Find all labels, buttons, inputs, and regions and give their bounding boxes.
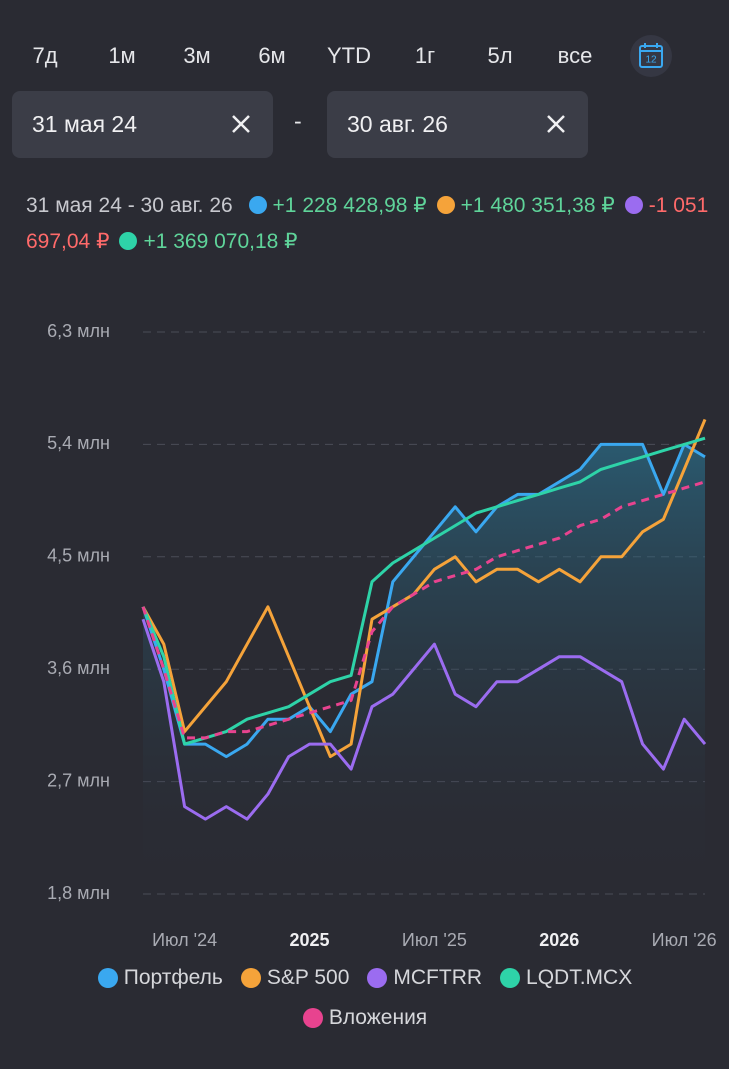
- x-tick-label: Июл '24: [152, 930, 217, 950]
- y-tick-label: 1,8 млн: [47, 883, 110, 903]
- legend-dot: [367, 968, 388, 988]
- legend-label: S&P 500: [266, 966, 350, 989]
- summary-dot: [624, 196, 643, 214]
- summary-dot: [436, 196, 455, 214]
- series-line: [141, 618, 707, 821]
- legend: Портфель S&P 500 MCFTRR LQDT.MCX Вложения: [20, 962, 710, 1034]
- area: [143, 444, 705, 894]
- summary-value: +1 480 351,38 ₽: [460, 194, 615, 217]
- summary-value: +1 369 070,18 ₽: [143, 230, 298, 253]
- y-tick-label: 3,6 млн: [47, 658, 110, 678]
- series-line: [141, 436, 706, 746]
- y-tick-label: 6,3 млн: [47, 321, 110, 341]
- legend-label: Вложения: [328, 1006, 428, 1029]
- clear-icon[interactable]: [231, 114, 251, 134]
- period-button[interactable]: 6м: [258, 43, 286, 68]
- summary-value: -1 051 697,04 ₽: [26, 194, 709, 253]
- period-button[interactable]: 1г: [414, 43, 436, 68]
- legend-dot: [302, 1008, 323, 1028]
- summary-dot: [248, 196, 267, 214]
- legend-item[interactable]: MCFTRR: [367, 962, 482, 994]
- date-from-input[interactable]: 31 мая 24: [12, 91, 273, 158]
- series-line: [141, 480, 706, 740]
- summary: 31 мая 24 - 30 авг. 26 +1 228 428,98 ₽ +1…: [26, 188, 716, 260]
- date-to-input[interactable]: 30 авг. 26: [327, 91, 588, 158]
- period-button[interactable]: все: [557, 43, 593, 68]
- calendar-icon: 12: [639, 43, 663, 68]
- legend-label: Портфель: [123, 966, 223, 989]
- x-tick-label: 2025: [289, 930, 329, 950]
- legend-item[interactable]: S&P 500: [240, 962, 350, 994]
- y-tick-label: 5,4 млн: [47, 433, 110, 453]
- legend-dot: [500, 968, 521, 988]
- period-button[interactable]: 1м: [108, 43, 136, 68]
- period-button[interactable]: 7д: [32, 43, 58, 68]
- period-button[interactable]: 5л: [487, 43, 513, 68]
- legend-dot: [240, 968, 261, 988]
- legend-label: MCFTRR: [393, 966, 483, 989]
- x-tick-label: Июл '26: [652, 930, 717, 950]
- legend-item[interactable]: Портфель: [97, 962, 223, 994]
- calendar-day: 12: [645, 55, 657, 66]
- y-tick-label: 4,5 млн: [47, 546, 110, 566]
- series-line: [141, 418, 707, 759]
- legend-label: LQDT.MCX: [526, 966, 633, 989]
- calendar-button[interactable]: 12: [630, 35, 672, 77]
- summary-dot: [119, 232, 138, 250]
- legend-item[interactable]: Вложения: [29, 1002, 701, 1034]
- date-from: 31 мая 24: [32, 111, 138, 137]
- legend-dot: [97, 968, 118, 988]
- y-tick-label: 2,7 млн: [47, 770, 110, 790]
- x-tick-label: Июл '25: [402, 930, 467, 950]
- date-separator: -: [294, 108, 302, 134]
- summary-range: 31 мая 24 - 30 авг. 26: [26, 194, 233, 217]
- period-button[interactable]: 3м: [183, 43, 211, 68]
- summary-value: +1 228 428,98 ₽: [272, 194, 427, 217]
- x-tick-label: 2026: [539, 930, 579, 950]
- clear-icon[interactable]: [546, 114, 566, 134]
- date-to: 30 авг. 26: [347, 111, 448, 137]
- period-selector: 7д 1м 3м 6м YTD 1г 5л все: [20, 38, 710, 74]
- legend-item[interactable]: LQDT.MCX: [500, 962, 632, 994]
- period-button[interactable]: YTD: [327, 43, 371, 68]
